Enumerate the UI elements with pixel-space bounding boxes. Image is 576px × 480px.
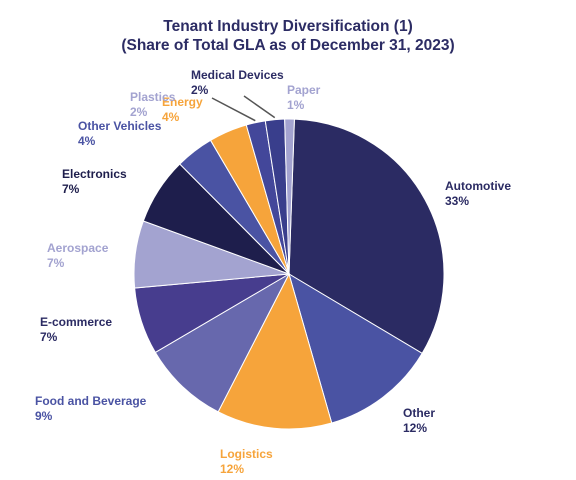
- slice-label-electronics: Electronics: [62, 167, 127, 181]
- slice-label-food-and-beverage: Food and Beverage: [35, 394, 147, 408]
- slice-label-plastics: Plastics: [130, 90, 176, 104]
- slice-label-paper: Paper: [287, 83, 321, 97]
- leader-line: [211, 97, 256, 122]
- pie-slice-logistics: [217, 272, 333, 430]
- pie-slice-other: [288, 272, 423, 424]
- slice-value-electronics: 7%: [62, 182, 80, 196]
- pie-slice-food-and-beverage: [154, 272, 291, 413]
- slice-label-other: Other: [403, 406, 435, 420]
- slice-label-energy: Energy: [162, 95, 203, 109]
- slice-label-automotive: Automotive: [445, 179, 511, 193]
- slice-label-logistics: Logistics: [220, 447, 273, 461]
- slice-label-e-commerce: E-commerce: [40, 315, 112, 329]
- slice-value-food-and-beverage: 9%: [35, 409, 53, 423]
- pie-slice-paper: [284, 118, 295, 275]
- slice-value-medical-devices: 2%: [191, 83, 209, 97]
- slice-value-plastics: 2%: [130, 105, 148, 119]
- slice-label-medical-devices: Medical Devices: [191, 68, 284, 82]
- chart-subtitle: (Share of Total GLA as of December 31, 2…: [121, 37, 455, 54]
- slice-label-aerospace: Aerospace: [47, 241, 109, 255]
- slice-value-energy: 4%: [162, 110, 180, 124]
- slice-value-logistics: 12%: [220, 462, 244, 476]
- slice-value-e-commerce: 7%: [40, 330, 58, 344]
- slice-value-other: 12%: [403, 421, 427, 435]
- slice-label-other-vehicles: Other Vehicles: [78, 119, 162, 133]
- chart-title: Tenant Industry Diversification (1): [163, 18, 413, 35]
- slice-value-aerospace: 7%: [47, 256, 65, 270]
- slice-value-paper: 1%: [287, 98, 305, 112]
- slice-value-automotive: 33%: [445, 194, 469, 208]
- leader-line: [243, 95, 276, 119]
- slice-value-other-vehicles: 4%: [78, 134, 96, 148]
- pie-slice-automotive: [288, 118, 445, 355]
